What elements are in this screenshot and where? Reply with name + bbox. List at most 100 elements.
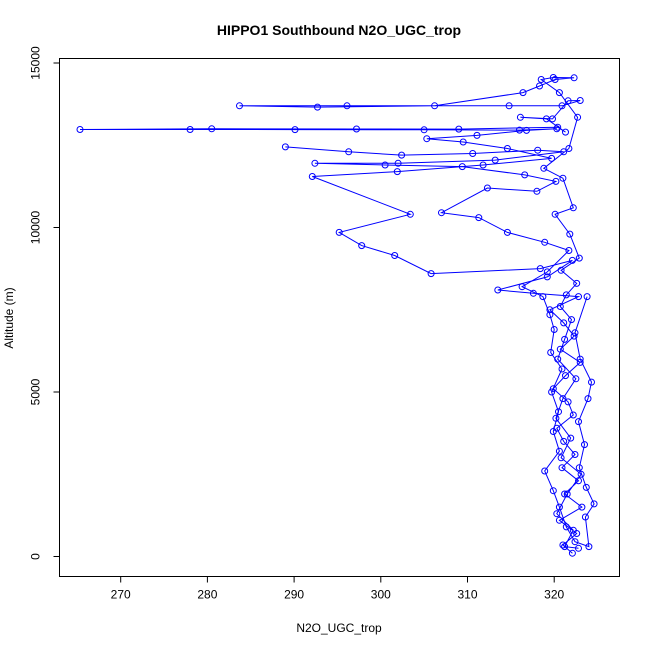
data-point (564, 398, 572, 406)
data-point (547, 349, 555, 356)
data-point (573, 279, 581, 287)
data-point (559, 395, 567, 403)
data-point (540, 164, 548, 172)
data-point (236, 102, 243, 110)
data-point (455, 125, 463, 133)
x-axis-label: N2O_UGC_trop (296, 621, 382, 635)
data-point (566, 230, 574, 238)
data-point (551, 210, 559, 218)
data-point (518, 283, 526, 291)
data-point (575, 418, 582, 426)
data-point (394, 159, 402, 167)
data-point (546, 311, 554, 319)
plot-frame (59, 58, 620, 577)
data-point (458, 163, 466, 171)
y-tick-label: 5000 (29, 378, 43, 405)
data-point (578, 503, 586, 511)
data-point (546, 306, 554, 314)
data-point (571, 538, 579, 546)
data-point (561, 543, 569, 551)
data-point (557, 454, 565, 462)
data-point (555, 516, 563, 524)
data-point (473, 131, 481, 139)
data-point (556, 345, 564, 353)
data-point (555, 503, 563, 511)
series-line (79, 76, 583, 554)
data-point (427, 270, 435, 278)
x-tick-label: 270 (111, 588, 131, 602)
data-point (558, 102, 566, 110)
data-point (549, 74, 557, 81)
data-point (519, 89, 527, 97)
data-point (550, 326, 558, 333)
x-tick-label: 320 (544, 588, 564, 602)
data-point (555, 408, 562, 416)
data-point (479, 161, 487, 169)
data-point (208, 125, 216, 133)
data-point (585, 543, 593, 551)
y-tick-label: 15000 (29, 46, 43, 80)
data-point (575, 544, 582, 552)
data-point (570, 332, 578, 340)
data-point (523, 126, 530, 134)
data-point (291, 126, 299, 134)
x-tick-label: 280 (197, 588, 217, 602)
data-point (561, 490, 569, 498)
data-point (537, 76, 545, 83)
chart-title: HIPPO1 Southbound N2O_UGC_trop (217, 22, 461, 38)
data-point (553, 510, 561, 518)
data-point (560, 319, 568, 327)
data-point (381, 161, 389, 169)
data-point (393, 168, 401, 176)
data-point (565, 145, 573, 152)
data-point (533, 187, 541, 195)
data-point (549, 385, 557, 393)
data-point (559, 174, 567, 182)
data-point (558, 365, 566, 373)
data-point (564, 97, 572, 105)
data-point (554, 123, 562, 131)
data-point (563, 490, 571, 498)
data-point (576, 355, 584, 363)
data-point (575, 293, 582, 301)
data-point (491, 156, 499, 164)
data-point (543, 268, 551, 276)
data-point (558, 464, 566, 472)
data-point (534, 146, 542, 154)
data-point (398, 151, 406, 159)
data-point (539, 293, 547, 301)
data-point (543, 273, 551, 281)
data-point (345, 148, 353, 156)
data-point (572, 375, 580, 383)
data-point (568, 256, 576, 264)
data-point (571, 329, 579, 337)
data-point (516, 126, 523, 134)
data-point (552, 177, 560, 185)
data-point (475, 214, 483, 222)
data-point (503, 228, 511, 236)
y-axis-label: Altitude (m) (2, 287, 16, 348)
data-point (588, 378, 595, 386)
data-point (353, 125, 360, 133)
data-point (561, 335, 569, 343)
data-point (469, 150, 477, 157)
data-point (555, 447, 563, 455)
y-tick-label: 0 (29, 553, 43, 560)
data-point (582, 483, 590, 491)
data-point (536, 265, 544, 273)
data-point (570, 74, 578, 82)
data-point (571, 451, 579, 458)
data-point (548, 154, 556, 162)
data-point (574, 113, 582, 121)
x-tick-label: 290 (284, 588, 304, 602)
x-tick-label: 300 (371, 588, 391, 602)
data-point (569, 411, 577, 419)
plot-area (76, 74, 598, 557)
data-point (575, 477, 582, 485)
data-point (569, 526, 577, 534)
data-point (281, 143, 289, 151)
data-point (548, 388, 556, 396)
data-point (505, 102, 513, 110)
